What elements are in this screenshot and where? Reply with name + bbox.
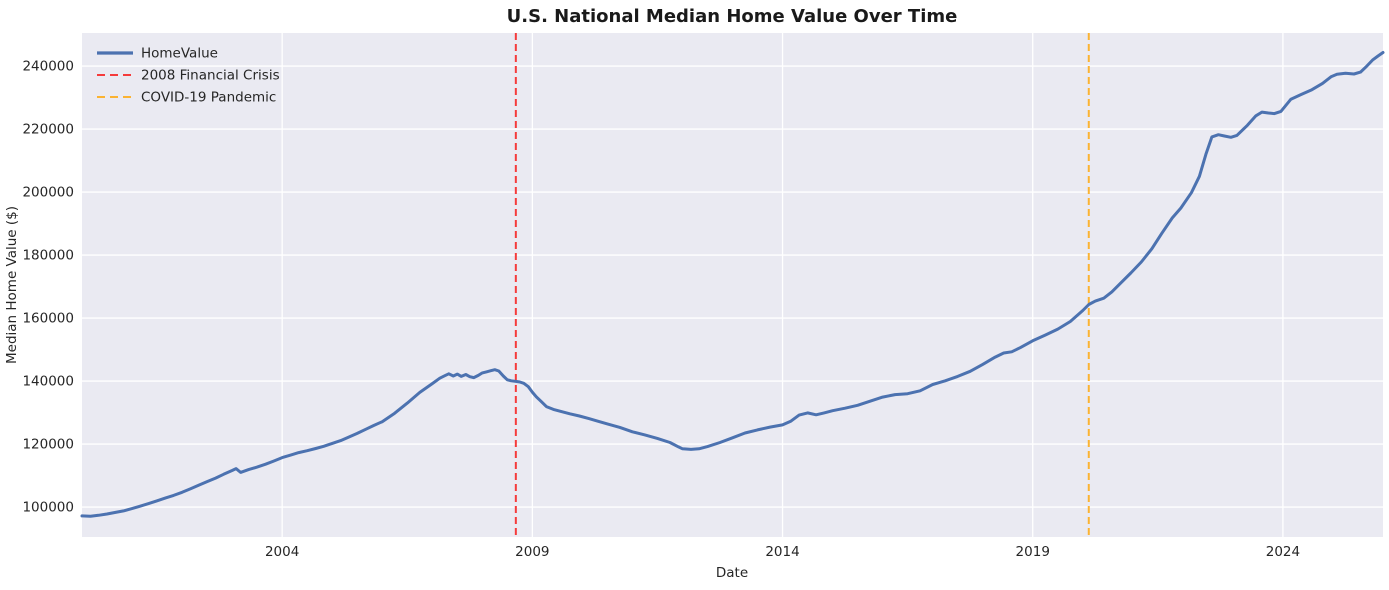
legend-item-financial-crisis: 2008 Financial Crisis: [97, 68, 280, 84]
x-tick-label: 2004: [265, 544, 299, 560]
y-tick-labels: 100000 120000 140000 160000 180000 200000 2200…: [22, 59, 74, 516]
gridlines: [82, 33, 1383, 537]
legend-item-covid-pandemic: COVID-19 Pandemic: [97, 90, 276, 106]
y-axis-label: Median Home Value ($): [4, 206, 20, 364]
legend-label: HomeValue: [141, 46, 218, 62]
plot-area: [82, 33, 1383, 537]
y-tick-label: 180000: [22, 248, 74, 264]
y-tick-label: 100000: [22, 500, 74, 516]
x-tick-labels: 2004 2009 2014 2019 2024: [265, 544, 1300, 560]
event-lines: [514, 33, 1090, 537]
x-tick-label: 2019: [1016, 544, 1050, 560]
chart-title: U.S. National Median Home Value Over Tim…: [507, 6, 958, 27]
legend-label: COVID-19 Pandemic: [141, 90, 276, 106]
y-tick-label: 240000: [22, 59, 74, 75]
x-tick-label: 2009: [515, 544, 549, 560]
legend-label: 2008 Financial Crisis: [141, 68, 280, 84]
y-tick-label: 140000: [22, 374, 74, 390]
x-tick-label: 2024: [1266, 544, 1300, 560]
y-tick-label: 220000: [22, 122, 74, 138]
legend: HomeValue 2008 Financial Crisis COVID-19 P…: [97, 46, 280, 106]
series-lines: [80, 51, 1385, 518]
series-line-homevalue: [80, 51, 1385, 518]
y-tick-label: 160000: [22, 311, 74, 327]
legend-item-homevalue: HomeValue: [97, 46, 218, 62]
x-axis-label: Date: [716, 565, 748, 581]
x-tick-label: 2014: [765, 544, 799, 560]
y-tick-label: 120000: [22, 437, 74, 453]
y-tick-label: 200000: [22, 185, 74, 201]
